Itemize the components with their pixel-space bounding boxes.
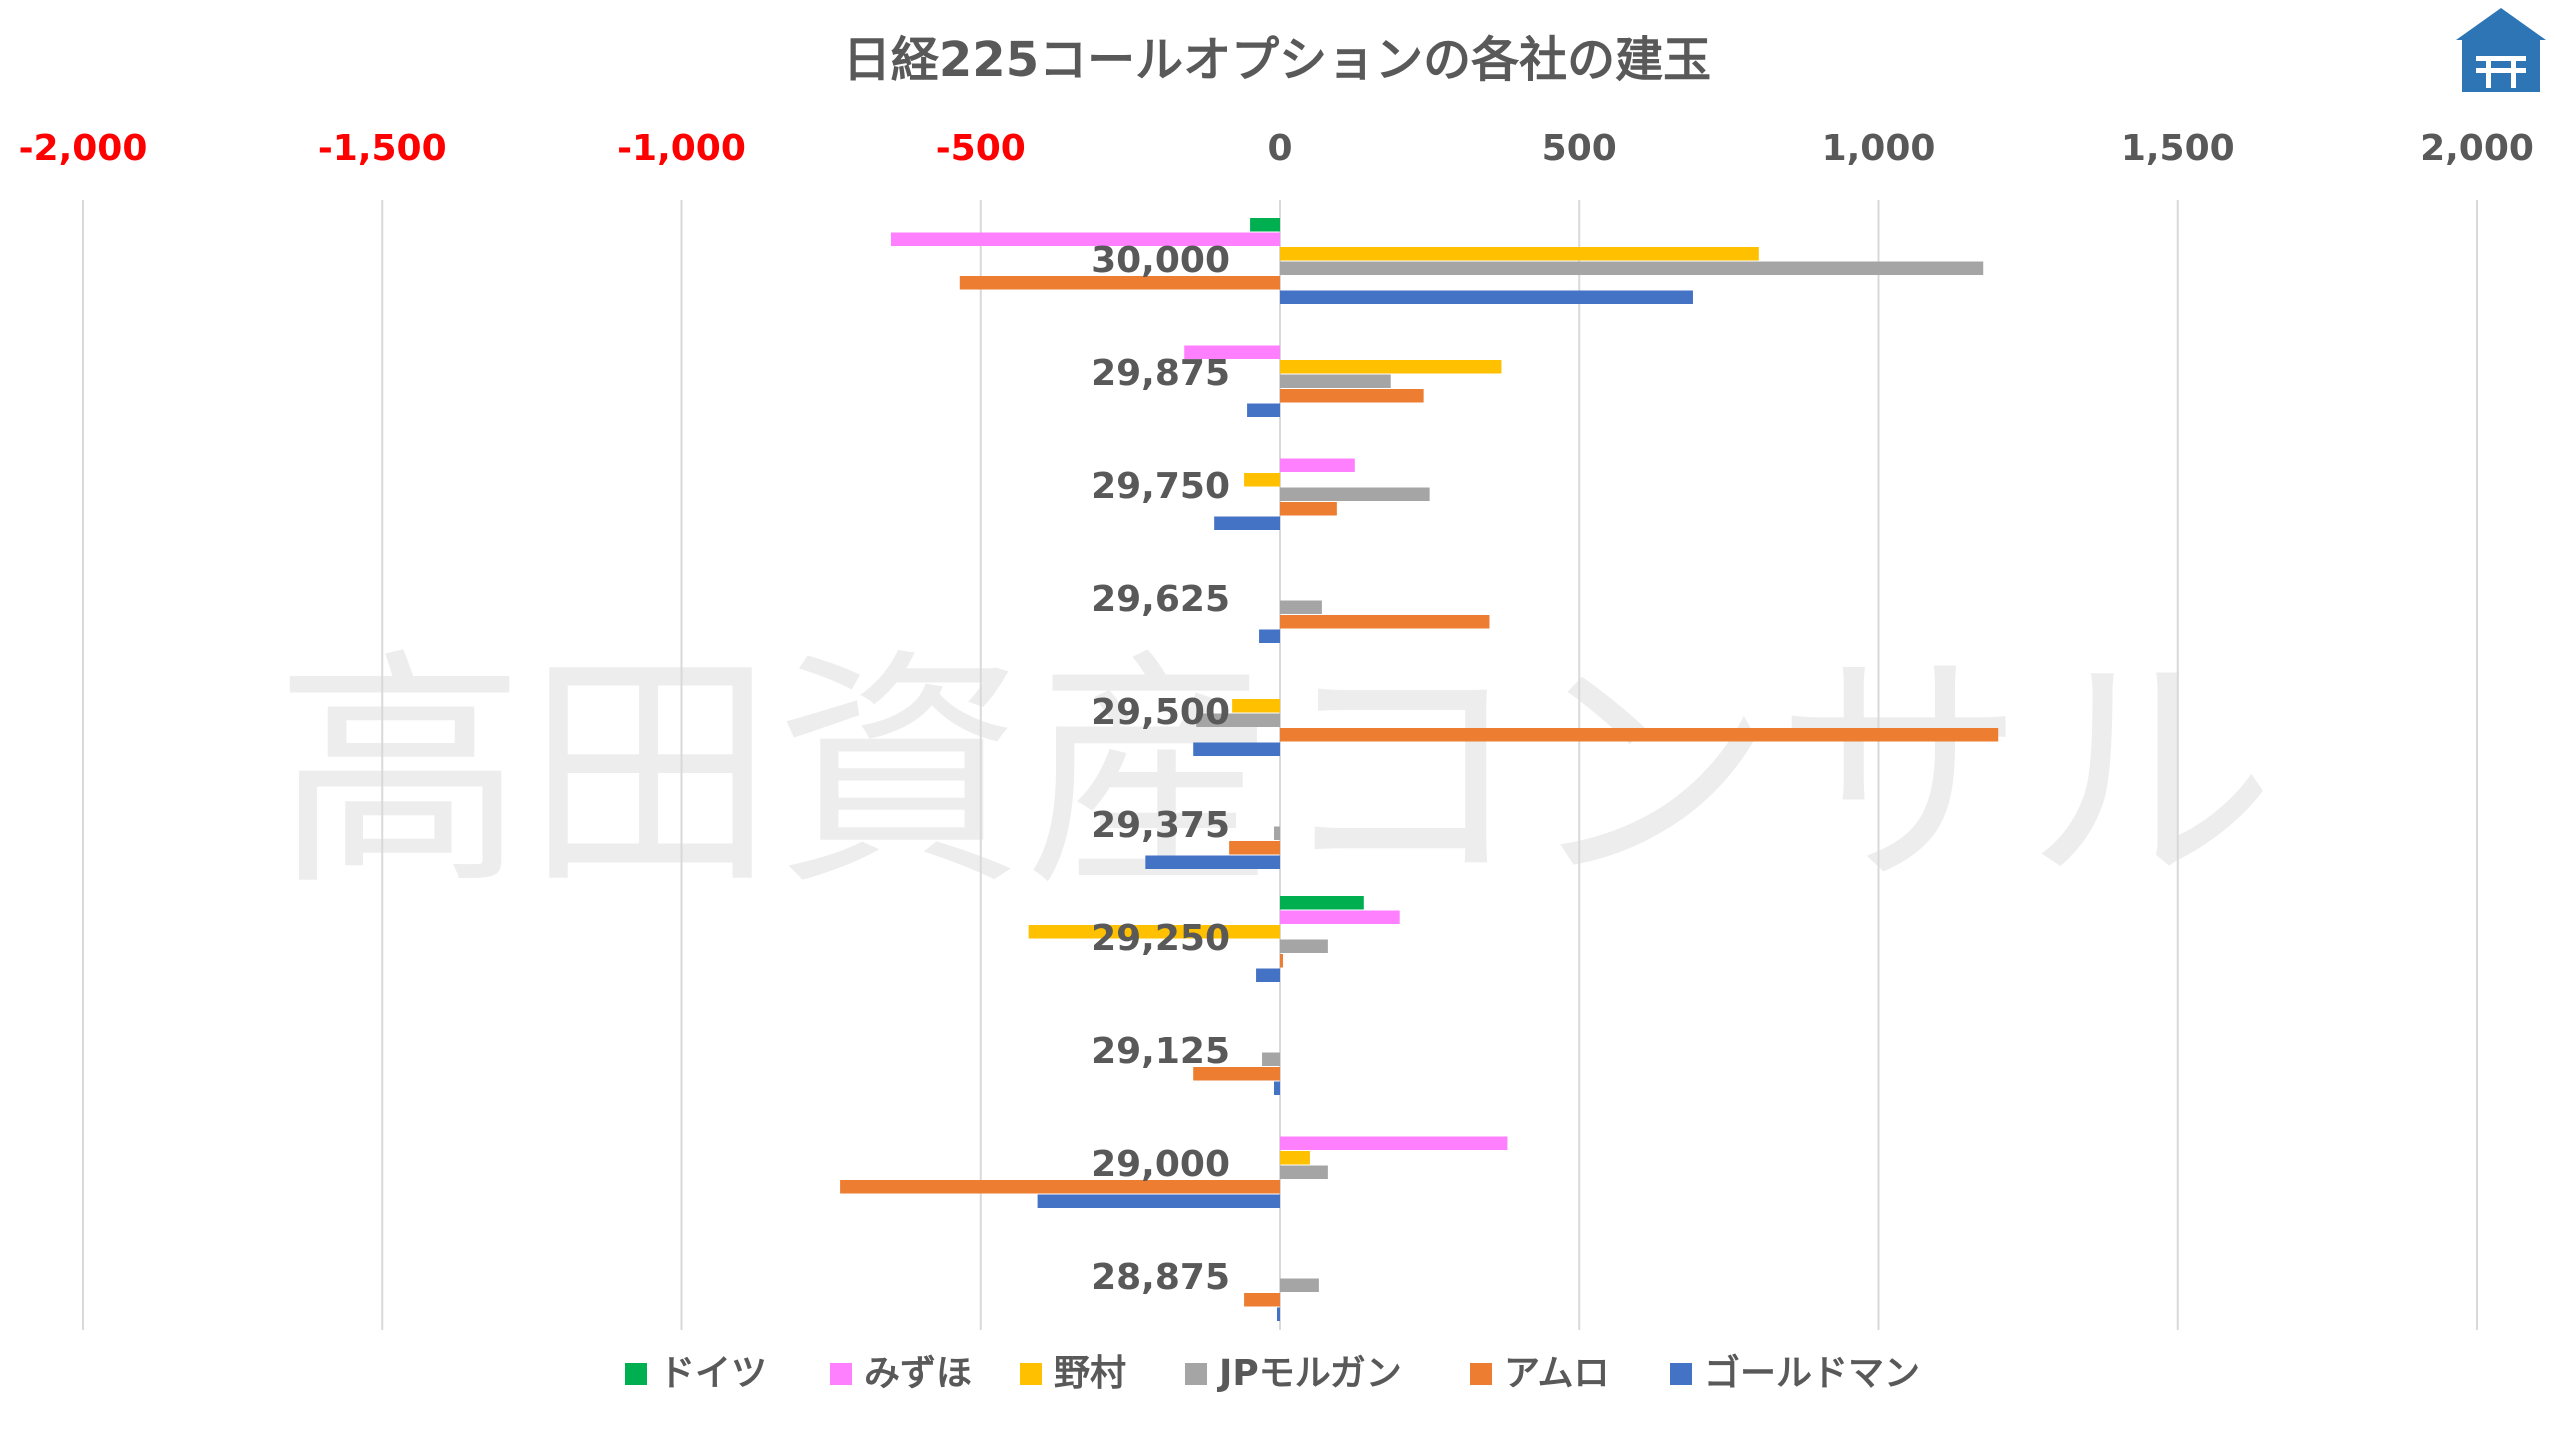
x-tick-label: 2,000 (2420, 128, 2534, 169)
category-label: 29,750 (1091, 466, 1230, 507)
legend-label: アムロ (1504, 1353, 1609, 1394)
bar (1184, 345, 1280, 359)
bars (840, 218, 1999, 1321)
x-tick-label: 1,000 (1822, 128, 1936, 169)
bar (1280, 374, 1391, 388)
legend-swatch (625, 1363, 647, 1385)
bar (1232, 699, 1280, 713)
bar (1280, 247, 1759, 261)
legend-swatch (1185, 1363, 1207, 1385)
bar (1214, 516, 1280, 530)
legend-label: みずほ (864, 1353, 972, 1394)
category-labels: 30,000 29,875 29,750 29,625 29,500 29,375 29,2… (1091, 240, 1230, 1298)
bar (959, 276, 1280, 290)
gridlines (82, 200, 2478, 1330)
bar (1280, 502, 1337, 516)
bar (1277, 1307, 1280, 1321)
bar (1280, 261, 1984, 275)
category-label: 29,000 (1091, 1144, 1230, 1185)
bar (1280, 1278, 1319, 1292)
bar (1280, 939, 1328, 953)
bar (1280, 600, 1322, 614)
bar (1244, 1293, 1280, 1307)
bar (1262, 1052, 1280, 1066)
category-label: 29,125 (1091, 1031, 1230, 1072)
x-tick-label: 1,500 (2121, 128, 2235, 169)
bar (840, 1180, 1280, 1194)
bar (1247, 403, 1280, 417)
bar (1280, 954, 1283, 968)
bar (1280, 615, 1490, 629)
category-label: 30,000 (1091, 240, 1230, 281)
category-label: 29,500 (1091, 692, 1230, 733)
legend-swatch (1670, 1363, 1692, 1385)
bar (1028, 925, 1280, 939)
bar (890, 232, 1280, 246)
x-tick-label: -2,000 (19, 128, 148, 169)
chart-title: 日経225コールオプションの各社の建玉 (843, 32, 1711, 88)
bar (1037, 1194, 1280, 1208)
bar (1193, 1067, 1280, 1081)
house-logo (2456, 8, 2546, 92)
bar (1280, 1151, 1310, 1165)
bar (1280, 389, 1424, 403)
category-label: 29,875 (1091, 353, 1230, 394)
legend-swatch (830, 1363, 852, 1385)
category-label: 29,375 (1091, 805, 1230, 846)
category-label: 28,875 (1091, 1257, 1230, 1298)
x-tick-label: 0 (1267, 128, 1292, 169)
bar (1256, 968, 1280, 982)
category-label: 29,250 (1091, 918, 1230, 959)
bar (1280, 360, 1502, 374)
category-label: 29,625 (1091, 579, 1230, 620)
bar (1259, 629, 1280, 643)
bar (1280, 910, 1400, 924)
x-tick-label: -1,500 (318, 128, 447, 169)
bar (1193, 742, 1280, 756)
bar (1280, 290, 1693, 304)
bar (1229, 841, 1280, 855)
x-axis-ticks: -2,000 -1,500 -1,000 -500 0 500 1,000 1,500 2,00… (19, 128, 2534, 169)
bar (1274, 826, 1280, 840)
bar (1280, 896, 1364, 910)
watermark: 高田資産コンサル (275, 628, 2275, 919)
legend-swatch (1020, 1363, 1042, 1385)
legend: ドイツ みずほ 野村 JPモルガン アムロ ゴールドマン (625, 1352, 1920, 1394)
bar (1274, 1081, 1280, 1095)
bar (1244, 473, 1280, 487)
bar (1280, 728, 1999, 742)
x-tick-label: -500 (936, 128, 1026, 169)
bar (1280, 458, 1355, 472)
x-tick-label: 500 (1542, 128, 1617, 169)
legend-swatch (1470, 1363, 1492, 1385)
bar (1280, 1136, 1508, 1150)
bar (1280, 1165, 1328, 1179)
x-tick-label: -1,000 (617, 128, 746, 169)
legend-label: JPモルガン (1216, 1353, 1402, 1394)
bar (1280, 487, 1430, 501)
bar (1145, 855, 1280, 869)
legend-label: ドイツ (659, 1353, 767, 1394)
legend-label: ゴールドマン (1704, 1352, 1920, 1394)
legend-label: 野村 (1054, 1353, 1126, 1394)
bar (1196, 713, 1280, 727)
bar (1250, 218, 1280, 232)
